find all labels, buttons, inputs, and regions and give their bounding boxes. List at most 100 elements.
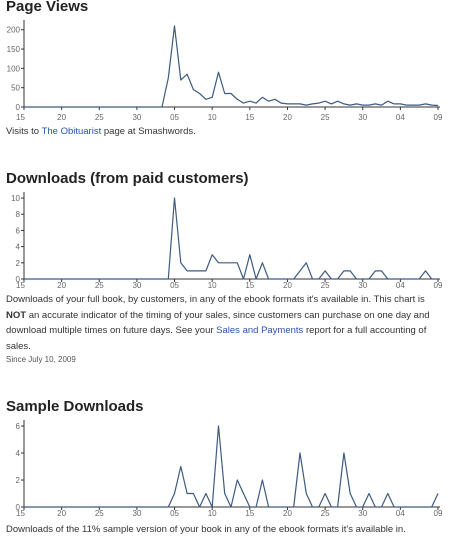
x-tick-label: 20 [283, 281, 292, 290]
x-tick-label: 20 [57, 113, 66, 122]
data-point [67, 506, 68, 507]
data-point [105, 106, 106, 107]
data-point [36, 506, 37, 507]
x-tick-label: 15 [16, 509, 25, 518]
data-point [186, 493, 187, 494]
downloads-chart: 0 2 4 6 8 10 15 20 25 30 05 10 15 20 25 30 04 09 [11, 192, 443, 290]
x-tick-label: 30 [132, 113, 141, 122]
data-point [262, 97, 263, 98]
data-point [287, 278, 288, 279]
data-point [36, 278, 37, 279]
y-tick-label: 10 [11, 194, 20, 203]
data-point [274, 99, 275, 100]
x-tick-label: 25 [321, 281, 330, 290]
data-point [331, 103, 332, 104]
data-point [36, 106, 37, 107]
data-point [92, 506, 93, 507]
data-point [205, 270, 206, 271]
data-point [230, 506, 231, 507]
data-point [306, 262, 307, 263]
data-point [312, 103, 313, 104]
x-tick-label: 20 [57, 281, 66, 290]
data-point [155, 506, 156, 507]
y-tick-label: 50 [11, 84, 20, 93]
data-point [199, 270, 200, 271]
x-tick-label: 10 [208, 113, 217, 122]
data-point [381, 270, 382, 271]
data-point [387, 493, 388, 494]
data-point [92, 278, 93, 279]
data-point [337, 506, 338, 507]
data-point [42, 106, 43, 107]
series-line [24, 197, 438, 280]
data-point [406, 104, 407, 105]
data-point [111, 278, 112, 279]
sales-and-payments-link[interactable]: Sales and Payments [216, 325, 304, 336]
x-tick-label: 05 [170, 113, 179, 122]
data-point [393, 506, 394, 507]
data-point [375, 506, 376, 507]
data-point [249, 506, 250, 507]
data-point [174, 25, 175, 26]
data-point [86, 506, 87, 507]
data-point [23, 506, 24, 507]
x-tick-label: 30 [132, 509, 141, 518]
data-point [262, 262, 263, 263]
data-point [255, 103, 256, 104]
data-point [117, 278, 118, 279]
data-point [356, 506, 357, 507]
data-point [287, 506, 288, 507]
y-tick-label: 0 [16, 103, 21, 112]
downloads-title: Downloads (from paid customers) [6, 170, 249, 187]
data-point [437, 105, 438, 106]
book-page-link[interactable]: The Obituarist [41, 126, 102, 137]
x-tick-label: 15 [16, 281, 25, 290]
data-point [249, 101, 250, 102]
x-tick-label: 25 [95, 281, 104, 290]
data-point [437, 278, 438, 279]
data-point [362, 104, 363, 105]
downloads-caption: Downloads of your full book, by customer… [6, 292, 442, 354]
data-point [74, 278, 75, 279]
data-point [375, 270, 376, 271]
data-point [193, 89, 194, 90]
data-point [130, 506, 131, 507]
data-point [186, 270, 187, 271]
data-point [199, 93, 200, 94]
data-point [42, 506, 43, 507]
samples-caption: Downloads of the 11% sample version of y… [6, 524, 406, 535]
data-point [387, 101, 388, 102]
data-point [143, 278, 144, 279]
data-point [431, 506, 432, 507]
data-point [356, 103, 357, 104]
data-point [243, 493, 244, 494]
x-tick-label: 04 [396, 113, 405, 122]
y-tick-label: 2 [16, 259, 21, 268]
data-point [149, 278, 150, 279]
x-tick-label: 25 [95, 113, 104, 122]
data-point [161, 106, 162, 107]
data-point [343, 270, 344, 271]
data-point [86, 106, 87, 107]
data-point [143, 506, 144, 507]
data-point [299, 270, 300, 271]
data-point [412, 506, 413, 507]
y-tick-label: 4 [16, 449, 21, 458]
data-point [80, 506, 81, 507]
y-tick-label: 6 [16, 226, 21, 235]
data-point [274, 278, 275, 279]
data-point [268, 278, 269, 279]
data-point [199, 506, 200, 507]
data-point [293, 506, 294, 507]
data-point [74, 106, 75, 107]
data-point [350, 270, 351, 271]
y-tick-label: 6 [16, 422, 21, 431]
data-point [155, 106, 156, 107]
data-point [48, 106, 49, 107]
data-point [23, 278, 24, 279]
data-point [67, 106, 68, 107]
data-point [105, 506, 106, 507]
data-point [42, 278, 43, 279]
y-tick-label: 150 [7, 45, 21, 54]
data-point [381, 506, 382, 507]
